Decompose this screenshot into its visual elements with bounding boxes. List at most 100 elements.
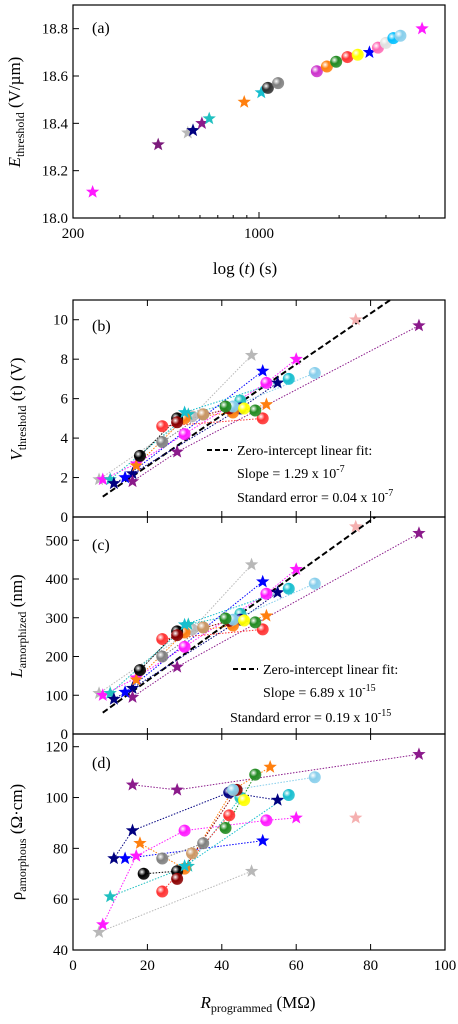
panel-c-ytick-label: 400	[46, 572, 69, 588]
panel-a-point-star	[186, 123, 200, 137]
panel-b-point-star	[289, 352, 303, 365]
panel-d-point-star	[244, 864, 259, 877]
panel-b-series-line	[162, 413, 204, 443]
panel-c-series-line	[102, 568, 297, 696]
panel-b-point-ball	[282, 372, 295, 385]
panel-d-point-star	[92, 925, 106, 938]
panel-d-ytick-label: 80	[53, 841, 68, 857]
panel-a-ytick-label: 18.0	[42, 211, 68, 227]
panel-a-xtick-label: 1000	[244, 226, 274, 242]
panel-b-point-star	[259, 397, 274, 411]
panel-b-point-ball	[308, 366, 321, 379]
panel-b-series-line	[132, 325, 420, 482]
panel-b-point-star	[349, 312, 363, 326]
panel-d-point-star	[125, 823, 140, 837]
panel-b-point-star	[256, 364, 270, 377]
panel-c-point-star	[125, 690, 140, 703]
panel-b-ticks: 0 2 4 6 8 10	[53, 300, 446, 526]
panel-c-series-line	[162, 628, 263, 640]
panel-b-point-star	[125, 474, 140, 488]
panel-b-fit-line	[102, 299, 391, 498]
panel-c-point-star	[92, 686, 106, 699]
panel-d-point-ball	[178, 824, 191, 837]
panel-a-point-star	[362, 45, 377, 58]
panel-d-point-ball	[156, 885, 169, 898]
panel-c-point-star	[289, 562, 303, 575]
panel-c-point-ball	[178, 640, 191, 653]
panel-b-series-line	[109, 400, 241, 480]
panel-d-series-line	[98, 870, 252, 933]
panel-b-point-star	[118, 470, 132, 484]
panel-d-series-line	[110, 797, 241, 898]
panel-b-point-star	[244, 348, 259, 361]
panel-d: (d) Rprogrammed (MΩ) ρamorphous (Ω·cm) 0…	[7, 733, 456, 1015]
panel-d-point-star	[349, 810, 363, 824]
panel-d-series-line	[113, 791, 278, 859]
panel-c-label: (c)	[92, 537, 110, 554]
panel-c-point-star	[412, 526, 426, 539]
panel-c-point-star	[125, 681, 140, 694]
panel-b-point-ball	[260, 376, 273, 389]
panel-b-ytick-label: 10	[53, 313, 68, 329]
panel-b-point-ball	[156, 420, 169, 433]
panel-c-point-star	[177, 617, 192, 631]
panel-b-point-ball	[238, 402, 251, 415]
panel-d-point-ball	[197, 837, 210, 850]
panel-d-ticks: 0 20 40 60 80 100 40 60 80 100 120	[46, 734, 456, 974]
panel-d-point-star	[263, 760, 277, 773]
panel-a-ytick-label: 18.4	[42, 116, 69, 132]
panel-b-point-ball	[156, 436, 169, 449]
panel-c: (c) Lamorphized (nm) 0 100 200 300 400 500 Ze…	[7, 516, 446, 743]
panel-c-ytick-label: 0	[61, 727, 69, 743]
panel-b-ytick-label: 6	[61, 392, 69, 408]
panel-d-ytick-label: 60	[53, 892, 68, 908]
panel-c-ytick-label: 200	[46, 650, 69, 666]
panel-d-point-ball	[226, 783, 239, 796]
panel-a-point-star	[415, 21, 429, 35]
panel-c-ytick-label: 500	[46, 533, 69, 549]
panel-d-lines	[98, 753, 420, 933]
panel-d-xtick-label: 60	[289, 958, 304, 974]
panel-a-xtick-label: 200	[62, 226, 85, 242]
panel-a: (a) log (t) (s) Ethreshold (V/µm) 200 100…	[5, 4, 446, 278]
panel-c-series-line	[124, 581, 264, 693]
panel-c-point-ball	[308, 577, 321, 590]
panel-c-point-ball	[171, 629, 184, 642]
panel-b-ytick-label: 8	[61, 352, 69, 368]
panel-a-point-ball	[341, 51, 354, 64]
panel-c-point-star	[103, 686, 117, 699]
panel-b-point-star	[125, 466, 140, 480]
panel-d-point-ball	[219, 822, 232, 835]
panel-d-point-ball	[249, 768, 262, 781]
panel-c-marks	[92, 519, 426, 705]
panel-c-ticks: 0 100 200 300 400 500	[46, 517, 446, 743]
panel-b-point-ball	[197, 408, 210, 421]
panel-c-stderr: Standard error = 0.19 x 10-15	[230, 708, 391, 726]
panel-d-series-line	[161, 814, 230, 892]
panel-b-label: (b)	[92, 318, 111, 335]
panel-b-point-star	[170, 444, 184, 458]
panel-a-point-star	[85, 184, 100, 198]
panel-d-ytick-label: 40	[53, 943, 68, 959]
panel-c-point-star	[107, 692, 121, 705]
panel-d-point-star	[133, 836, 147, 849]
panel-c-series-line	[132, 532, 420, 698]
panel-c-point-ball	[156, 650, 169, 663]
panel-a-point-star	[202, 111, 216, 125]
panel-c-point-ball	[260, 587, 273, 600]
panel-a-ytick-label: 18.2	[42, 164, 68, 180]
panel-d-point-ball	[186, 847, 199, 860]
panel-c-point-star	[118, 685, 132, 698]
panel-d-ytick-label: 120	[46, 740, 69, 756]
panel-a-point-ball	[330, 55, 343, 68]
panel-c-ytick-label: 100	[46, 688, 69, 704]
panel-c-point-star	[96, 688, 110, 701]
panel-c-point-ball	[282, 582, 295, 595]
panel-b-point-ball	[219, 400, 232, 413]
panel-b-point-ball	[178, 428, 191, 441]
panel-c-point-ball	[249, 616, 262, 629]
panel-d-point-star	[412, 747, 426, 760]
panel-d-point-star	[177, 859, 192, 872]
panel-b-fit-title: Zero-intercept linear fit:	[237, 444, 372, 459]
